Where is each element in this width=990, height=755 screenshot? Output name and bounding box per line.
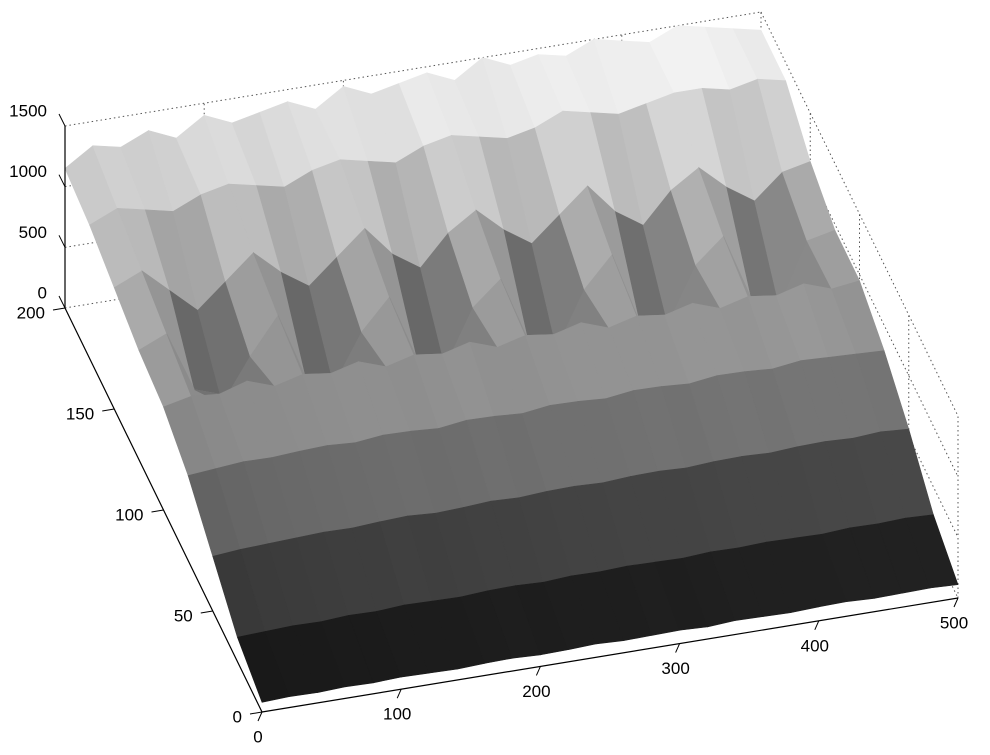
y-tick-label: 100 <box>115 505 143 524</box>
x-tick <box>257 711 263 722</box>
z-tick <box>58 113 66 127</box>
y-tick <box>151 509 164 513</box>
y-tick <box>52 307 66 311</box>
x-tick-label: 400 <box>801 636 829 655</box>
z-tick-label: 500 <box>19 223 47 242</box>
x-tick-label: 500 <box>940 613 968 632</box>
grid-line <box>760 11 959 417</box>
x-tick <box>396 688 402 699</box>
y-tick <box>249 711 263 715</box>
y-tick-label: 200 <box>17 303 45 322</box>
y-tick-label: 0 <box>233 707 242 726</box>
z-tick-label: 1000 <box>9 162 47 181</box>
x-tick-label: 100 <box>383 705 411 724</box>
x-tick <box>814 620 820 631</box>
y-tick <box>102 408 115 412</box>
surface-patch <box>905 514 959 589</box>
z-tick <box>58 174 66 187</box>
x-tick <box>535 666 541 676</box>
z-tick-label: 1500 <box>9 101 47 120</box>
y-tick-label: 150 <box>66 404 94 423</box>
grid-line <box>760 133 959 538</box>
z-tick <box>58 295 66 309</box>
y-tick <box>200 610 213 614</box>
y-tick-label: 50 <box>174 606 193 625</box>
x-tick-label: 200 <box>522 682 550 701</box>
x-tick <box>953 597 959 608</box>
grid-line <box>64 11 762 127</box>
x-tick-label: 300 <box>661 659 689 678</box>
x-tick-label: 0 <box>253 727 262 746</box>
z-tick <box>58 235 66 248</box>
x-tick <box>675 643 681 653</box>
grid-line <box>760 72 959 477</box>
x-axis <box>261 597 959 713</box>
z-tick-label: 0 <box>38 283 47 302</box>
